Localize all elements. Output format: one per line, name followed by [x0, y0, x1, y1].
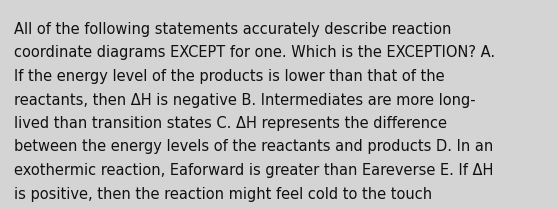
- Text: between the energy levels of the reactants and products D. In an: between the energy levels of the reactan…: [14, 139, 493, 154]
- Text: exothermic reaction, Eaforward is greater than Eareverse E. If ΔH: exothermic reaction, Eaforward is greate…: [14, 163, 493, 178]
- Text: lived than transition states C. ΔH represents the difference: lived than transition states C. ΔH repre…: [14, 116, 447, 131]
- Text: coordinate diagrams EXCEPT for one. Which is the EXCEPTION? A.: coordinate diagrams EXCEPT for one. Whic…: [14, 46, 495, 60]
- Text: is positive, then the reaction might feel cold to the touch: is positive, then the reaction might fee…: [14, 186, 432, 201]
- Text: All of the following statements accurately describe reaction: All of the following statements accurate…: [14, 22, 451, 37]
- Text: If the energy level of the products is lower than that of the: If the energy level of the products is l…: [14, 69, 445, 84]
- Text: reactants, then ΔH is negative B. Intermediates are more long-: reactants, then ΔH is negative B. Interm…: [14, 93, 475, 107]
